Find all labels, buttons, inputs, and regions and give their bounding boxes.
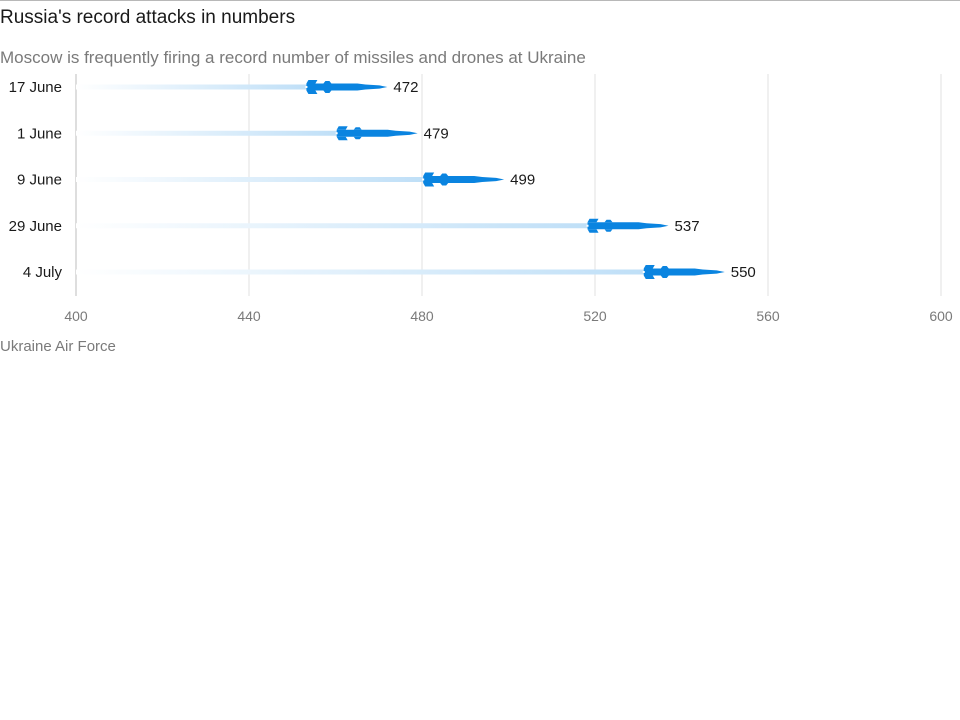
x-tick-label: 520 — [583, 308, 607, 324]
missile-icon — [335, 126, 418, 141]
x-tick-label: 400 — [64, 308, 88, 324]
missile-fin — [353, 127, 362, 130]
labels: 400 440 480 520 560 600 17 June 472 1 June 479 9 J… — [9, 79, 953, 324]
top-rule — [0, 0, 960, 1]
missile-fin — [604, 219, 613, 223]
category-label: 4 July — [23, 264, 63, 281]
bar-chart: 400 440 480 520 560 600 17 June 472 1 June 479 9 J… — [9, 74, 953, 324]
missile-body — [643, 268, 725, 276]
missile-fin — [353, 136, 362, 140]
data-label: 550 — [731, 264, 756, 281]
source-note: Ukraine Air Force — [0, 338, 116, 355]
missile-fin — [440, 173, 449, 176]
missile-body — [306, 83, 388, 91]
x-tick-label: 600 — [929, 308, 953, 324]
category-label: 9 June — [17, 172, 62, 189]
missile-icon — [642, 265, 725, 279]
missile-icon — [422, 172, 505, 187]
missile-exhaust — [642, 271, 645, 273]
missile-exhaust — [305, 86, 308, 88]
missile-icon — [305, 80, 388, 94]
missile-fin — [323, 90, 332, 93]
missile-fin — [660, 266, 669, 269]
missile-fin — [587, 229, 599, 233]
data-label: 499 — [510, 172, 535, 189]
missile-fin — [643, 265, 655, 269]
missile-fin — [336, 136, 348, 141]
bar-trail — [76, 177, 425, 182]
missile-exhaust — [335, 132, 338, 135]
missile-exhaust — [422, 178, 425, 181]
bar-trail — [76, 130, 338, 136]
chart-title: Russia's record attacks in numbers — [0, 7, 296, 28]
missile-fin — [423, 183, 435, 187]
chart-subtitle: Moscow is frequently firing a record num… — [0, 48, 586, 67]
x-tick-label: 480 — [410, 308, 434, 324]
missile-fin — [643, 275, 655, 279]
missile-exhaust — [586, 224, 589, 227]
series-bars — [76, 80, 725, 279]
missile-fin — [336, 126, 348, 130]
category-label: 29 June — [9, 218, 62, 235]
missile-fin — [306, 90, 318, 94]
category-label: 17 June — [9, 79, 62, 96]
missile-fin — [423, 172, 435, 176]
data-label: 472 — [393, 79, 418, 96]
category-label: 1 June — [17, 125, 62, 142]
missile-fin — [440, 183, 449, 186]
bar-trail — [76, 84, 308, 90]
bar-trail — [76, 269, 645, 275]
missile-fin — [306, 80, 318, 84]
missile-icon — [586, 218, 669, 233]
missile-fin — [660, 275, 669, 278]
missile-body — [336, 129, 418, 137]
x-tick-label: 440 — [237, 308, 261, 324]
gridlines — [75, 74, 942, 296]
bar-trail — [76, 223, 589, 229]
missile-body — [587, 222, 669, 230]
missile-fin — [587, 218, 599, 223]
data-label: 537 — [675, 218, 700, 235]
data-label: 479 — [424, 125, 449, 142]
missile-fin — [604, 229, 613, 232]
x-tick-label: 560 — [756, 308, 780, 324]
missile-body — [423, 176, 505, 183]
missile-fin — [323, 81, 332, 84]
